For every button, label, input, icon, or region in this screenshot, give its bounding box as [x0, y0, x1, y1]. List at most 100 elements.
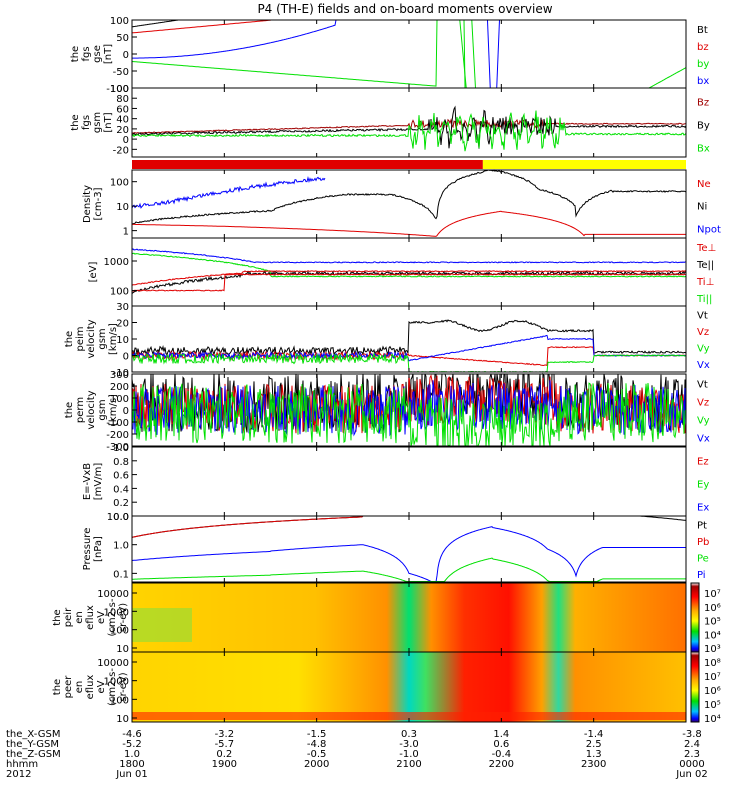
series-bx [131, 110, 687, 152]
y-axis-label: Pressure [82, 528, 93, 571]
x-axis-value: -4.8 [307, 739, 327, 750]
series-ti-blue [131, 248, 687, 264]
y-tick-label: 0.1 [113, 569, 129, 580]
y-axis-label: E=-VxB [82, 463, 93, 500]
y-tick-label: -20 [113, 145, 129, 156]
x-axis-value: 2.3 [684, 749, 700, 760]
y-axis-label: en [74, 681, 85, 694]
y-axis-label: peim [75, 326, 86, 351]
x-axis-value: 0.3 [401, 729, 417, 740]
series-by-spike [459, 19, 467, 89]
legend-ex: Ex [697, 502, 709, 513]
legend-bz: Bz [697, 97, 709, 108]
y-axis-label: Density [82, 185, 93, 223]
y-tick-label: -300 [106, 442, 129, 453]
y-axis-label: sr-eV) [118, 603, 129, 632]
colorbar-label: 10⁶ [704, 686, 721, 697]
x-axis-value: -0.4 [492, 749, 512, 760]
legend-pe: Pe [697, 553, 709, 564]
y-tick-label: -100 [106, 418, 129, 429]
y-axis-label: the [64, 402, 75, 418]
x-axis-value: 2.5 [586, 739, 602, 750]
y-tick-label: 10 [116, 714, 129, 725]
y-tick-label: 0.6 [113, 471, 129, 482]
y-tick-label: 100 [110, 287, 129, 298]
y-tick-label: 10.0 [107, 512, 129, 523]
x-axis-value: 2.4 [684, 739, 700, 750]
legend-pt: Pt [697, 520, 707, 531]
x-axis-value: -3.2 [215, 729, 235, 740]
series-ni [131, 169, 687, 225]
x-axis-value: -1.4 [584, 729, 604, 740]
y-axis-label: [km/s] [108, 394, 119, 426]
series-bz [131, 118, 687, 135]
x-axis-value: 1800 [119, 759, 144, 770]
y-axis-label: fgs [81, 46, 92, 61]
x-axis-row-label: the_X-GSM [6, 729, 60, 740]
series-bx-spike [496, 19, 500, 89]
y-axis-label: velocity [86, 390, 97, 429]
y-tick-label: 300 [110, 370, 129, 381]
series-by-spike [471, 19, 476, 89]
series-vx [131, 334, 687, 362]
y-tick-label: 10 [116, 202, 129, 213]
x-axis-value: 1900 [212, 759, 237, 770]
y-axis-label: the [52, 679, 63, 695]
x-axis-value: 2300 [581, 759, 606, 770]
chart-title: P4 (TH-E) fields and on-board moments ov… [257, 2, 552, 16]
legend-vt: Vt [697, 310, 708, 321]
legend-vy: Vy [697, 416, 710, 427]
y-tick-label: -100 [106, 84, 129, 95]
y-tick-label: 10000 [97, 658, 129, 669]
y-axis-label: [nT] [103, 112, 114, 132]
x-axis-value: -1.5 [307, 729, 327, 740]
series-vy [131, 382, 687, 448]
series-vt [131, 319, 687, 357]
legend-ez: Ez [697, 456, 709, 467]
y-tick-label: 0.8 [113, 457, 129, 468]
spectrogram-peir [132, 583, 686, 652]
y-tick-label: 1.0 [113, 443, 129, 454]
y-tick-label: 0.4 [113, 484, 129, 495]
colorbar-label: 10⁴ [704, 714, 721, 725]
y-tick-label: 0.2 [113, 498, 129, 509]
y-axis-label: velocity [86, 319, 97, 358]
y-axis-label: [mV/m] [93, 463, 104, 501]
colorbar-label: 10³ [704, 644, 721, 655]
legend-te⊥: Te⊥ [696, 243, 716, 254]
y-tick-label: 20 [116, 125, 129, 136]
legend-npot: Npot [697, 224, 721, 235]
y-axis-label: eV [96, 680, 107, 693]
y-tick-label: -10 [113, 368, 129, 379]
y-axis-label: eflux [85, 605, 96, 630]
spectrogram-patch [132, 608, 192, 642]
y-axis-label: (cm2-s- [107, 598, 118, 636]
y-tick-label: 1000 [104, 677, 129, 688]
series-ne [132, 210, 686, 237]
y-axis-label: [nPa] [93, 536, 104, 562]
legend-by: by [697, 59, 709, 70]
panel-density [131, 169, 687, 239]
series-pe [132, 557, 686, 582]
mode-bar-red [132, 160, 483, 169]
y-axis-label: en [74, 611, 85, 624]
panel-fgs-gse [131, 19, 687, 89]
y-tick-label: 10 [116, 335, 129, 346]
series-by [131, 19, 687, 89]
y-tick-label: 10 [116, 644, 129, 655]
x-axis-value: 2000 [304, 759, 329, 770]
y-axis-label: [nT] [103, 44, 114, 64]
y-tick-label: 1 [123, 227, 129, 238]
y-tick-label: 10000 [97, 589, 129, 600]
legend-ne: Ne [697, 179, 711, 190]
x-axis-value: -1.0 [399, 749, 419, 760]
colorbar [690, 651, 700, 723]
x-axis-row-label: the_Y-GSM [6, 739, 59, 750]
y-tick-label: 100 [110, 394, 129, 405]
x-axis-value: 2100 [396, 759, 421, 770]
colorbar-label: 10⁸ [704, 658, 721, 669]
y-axis-label: eV [96, 611, 107, 624]
x-axis-row-label: the_Z-GSM [6, 749, 61, 760]
y-tick-label: 100 [110, 84, 129, 95]
